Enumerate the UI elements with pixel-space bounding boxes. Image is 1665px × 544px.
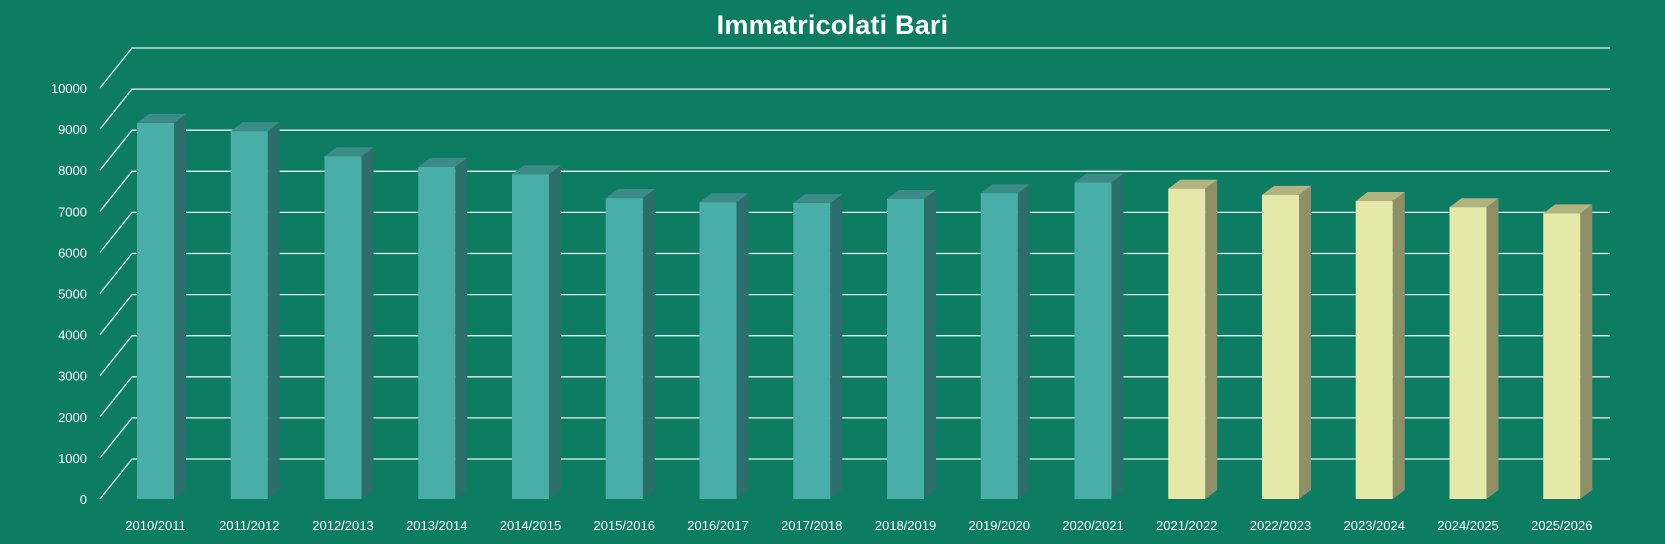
- x-tick-label: 2022/2023: [1250, 518, 1311, 533]
- bar-side: [830, 194, 843, 499]
- bar: [230, 131, 268, 499]
- bar: [1355, 201, 1393, 499]
- bar: [324, 156, 362, 499]
- x-tick-label: 2010/2011: [125, 518, 186, 533]
- x-tick-label: 2021/2022: [1156, 518, 1217, 533]
- bar-top: [1168, 179, 1218, 189]
- bar: [887, 198, 924, 499]
- y-tick-label: 4000: [58, 328, 87, 343]
- bar-top: [1355, 192, 1405, 202]
- x-tick-label: 2025/2026: [1531, 518, 1592, 533]
- bar-top: [512, 165, 561, 175]
- bar-top: [1074, 173, 1124, 183]
- y-tick-label: 0: [80, 492, 87, 507]
- bar-side: [1111, 173, 1124, 499]
- bar-side: [736, 193, 749, 499]
- bar: [1074, 182, 1112, 499]
- bar-side: [549, 165, 561, 499]
- bar-top: [1262, 185, 1311, 195]
- y-tick-label: 6000: [58, 245, 87, 260]
- bar: [512, 174, 549, 499]
- y-tick-label: 1000: [58, 451, 87, 466]
- bar-top: [1543, 204, 1593, 214]
- bar-side: [1205, 179, 1218, 499]
- bar: [1262, 194, 1299, 500]
- y-tick-label: 7000: [58, 204, 87, 219]
- y-tick-label: 10000: [51, 81, 87, 96]
- x-tick-label: 2023/2024: [1344, 518, 1405, 533]
- x-tick-label: 2017/2018: [781, 518, 842, 533]
- gridline: [99, 129, 1610, 171]
- bar-top: [699, 193, 749, 203]
- bar-top: [793, 194, 843, 204]
- bar-top: [1449, 198, 1499, 208]
- gridline: [99, 170, 1610, 212]
- bar-top: [324, 147, 374, 157]
- gridline: [99, 88, 1610, 130]
- bar: [605, 198, 643, 499]
- bar-top: [887, 189, 936, 199]
- bar: [793, 203, 831, 499]
- bar-side: [1486, 198, 1499, 499]
- bar-top: [137, 113, 186, 123]
- bar-top: [980, 184, 1030, 194]
- bar-top: [418, 157, 468, 167]
- bar-top: [605, 189, 655, 199]
- bar: [418, 166, 456, 500]
- bar-top: [230, 122, 280, 132]
- bar-side: [1392, 192, 1405, 499]
- x-tick-label: 2018/2019: [875, 518, 936, 533]
- bar: [1543, 213, 1581, 500]
- bar-side: [267, 122, 280, 499]
- bar-side: [642, 189, 655, 499]
- bar-side: [1299, 185, 1311, 500]
- bar-side: [1017, 184, 1030, 499]
- bar-side: [924, 189, 936, 499]
- bar: [699, 202, 737, 499]
- x-tick-label: 2011/2012: [219, 518, 280, 533]
- x-tick-label: 2013/2014: [406, 518, 467, 533]
- y-tick-label: 2000: [58, 410, 87, 425]
- x-tick-label: 2019/2020: [969, 518, 1030, 533]
- gridline: [99, 47, 1610, 89]
- bar: [980, 193, 1018, 499]
- x-tick-label: 2012/2013: [312, 518, 373, 533]
- bar: [1168, 188, 1206, 499]
- x-tick-label: 2016/2017: [687, 518, 748, 533]
- x-tick-label: 2024/2025: [1437, 518, 1498, 533]
- bar-side: [455, 157, 468, 500]
- x-tick-label: 2020/2021: [1062, 518, 1123, 533]
- y-tick-label: 9000: [58, 122, 87, 137]
- y-tick-label: 5000: [58, 287, 87, 302]
- bar: [137, 122, 174, 499]
- bar-side: [174, 113, 186, 499]
- bar-side: [361, 147, 374, 499]
- y-tick-label: 3000: [58, 369, 87, 384]
- chart-title: Immatricolati Bari: [716, 10, 949, 40]
- x-tick-label: 2015/2016: [594, 518, 655, 533]
- x-tick-label: 2014/2015: [500, 518, 561, 533]
- bar-side: [1580, 204, 1593, 500]
- y-tick-label: 8000: [58, 163, 87, 178]
- bar: [1449, 207, 1487, 499]
